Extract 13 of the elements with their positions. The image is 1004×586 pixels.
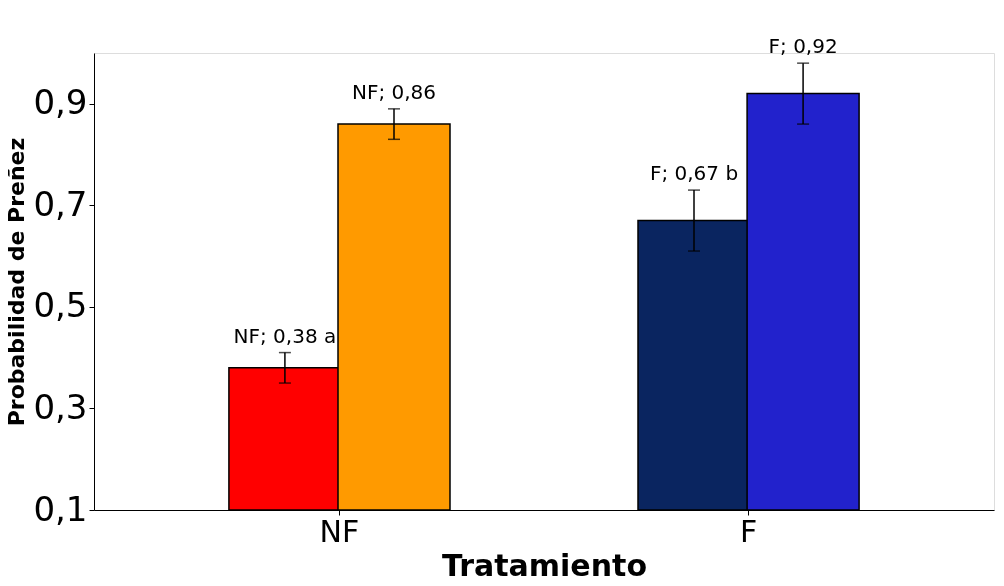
data-label: F; 0,67 b	[649, 161, 739, 186]
x-axis-title: Tratamiento	[442, 547, 647, 583]
data-label: NF; 0,86	[351, 79, 437, 104]
data-label: F; 0,92	[768, 34, 838, 59]
x-tick-label: F	[739, 513, 758, 549]
x-tick-label: NF	[319, 513, 360, 549]
y-axis-title: Probabilidad de Preñez	[4, 137, 30, 427]
y-tick-label: 0,5	[33, 285, 88, 326]
y-tick-label: 0,7	[33, 183, 88, 224]
data-label: NF; 0,38 a	[233, 323, 337, 348]
y-tick-label: 0,1	[33, 488, 88, 529]
y-tick-label: 0,9	[33, 82, 88, 123]
y-tick-label: 0,3	[33, 386, 88, 427]
